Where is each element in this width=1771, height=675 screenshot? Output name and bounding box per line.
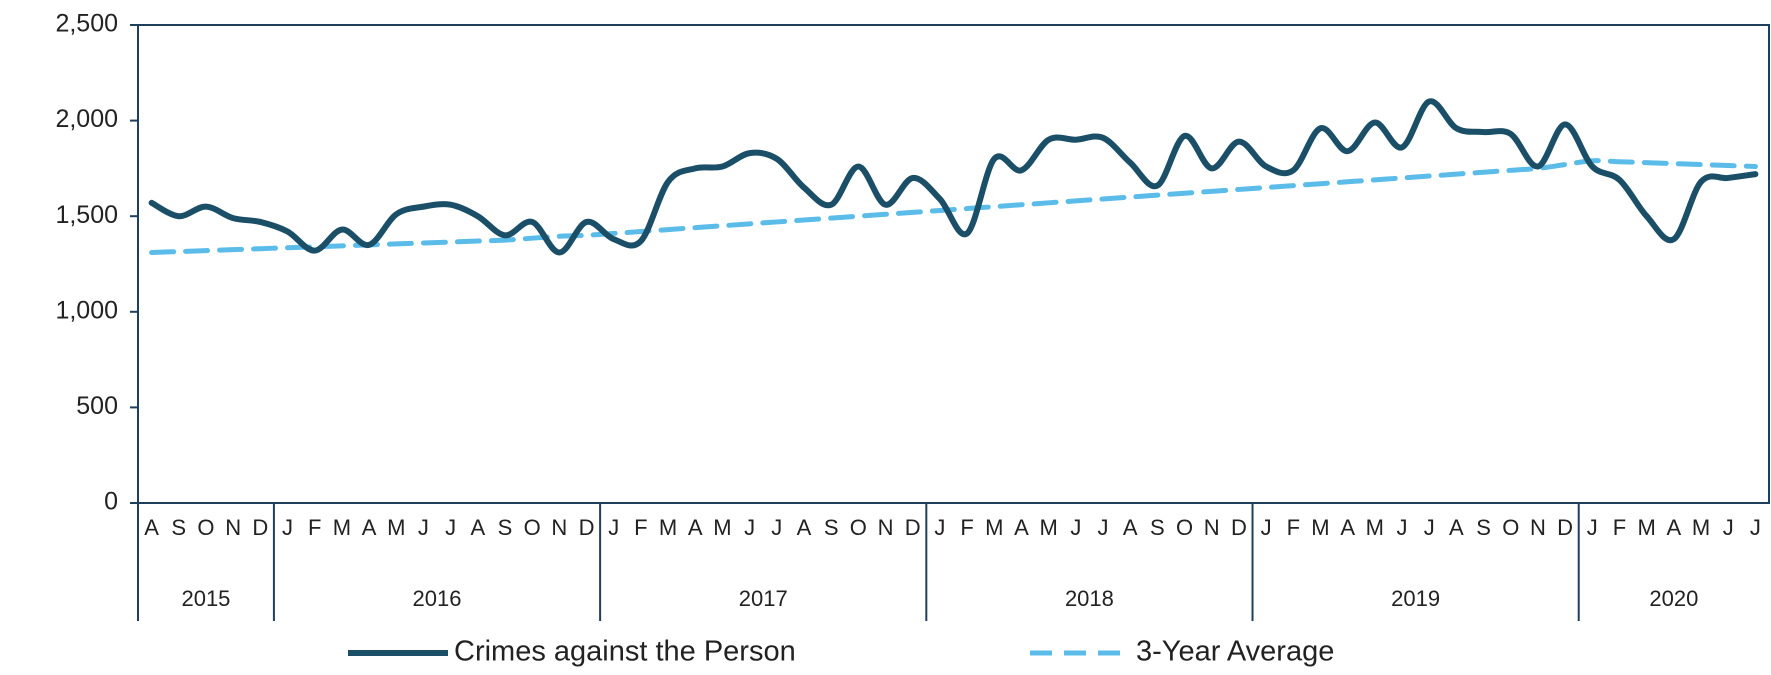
x-tick-label: S [171, 515, 186, 540]
legend-label: Crimes against the Person [454, 636, 796, 668]
x-tick-label: J [1424, 515, 1435, 540]
year-label: 2017 [739, 586, 788, 611]
x-tick-label: F [634, 515, 647, 540]
x-tick-label: N [225, 515, 241, 540]
year-label: 2015 [181, 586, 230, 611]
y-tick-label: 1,000 [55, 296, 118, 324]
x-tick-label: J [1750, 515, 1761, 540]
x-tick-label: J [1723, 515, 1734, 540]
x-tick-label: D [1231, 515, 1247, 540]
x-tick-label: J [445, 515, 456, 540]
x-tick-label: M [387, 515, 405, 540]
x-tick-label: M [659, 515, 677, 540]
x-tick-label: S [498, 515, 513, 540]
x-tick-label: A [1123, 515, 1138, 540]
x-tick-label: M [1039, 515, 1057, 540]
x-tick-label: O [1176, 515, 1193, 540]
x-tick-label: J [418, 515, 429, 540]
x-tick-label: A [362, 515, 377, 540]
x-tick-label: N [551, 515, 567, 540]
x-tick-label: J [1397, 515, 1408, 540]
x-tick-label: F [1613, 515, 1626, 540]
x-tick-label: A [797, 515, 812, 540]
x-tick-label: D [579, 515, 595, 540]
x-tick-label: J [771, 515, 782, 540]
x-tick-label: A [1340, 515, 1355, 540]
x-tick-label: J [1261, 515, 1272, 540]
plot-frame [137, 24, 1770, 504]
x-tick-label: O [1502, 515, 1519, 540]
x-tick-label: A [1667, 515, 1682, 540]
x-tick-label: J [282, 515, 293, 540]
x-tick-label: S [1150, 515, 1165, 540]
year-label: 2020 [1649, 586, 1698, 611]
x-tick-label: J [1070, 515, 1081, 540]
y-tick-label: 500 [76, 392, 118, 420]
x-tick-label: A [144, 515, 159, 540]
x-tick-label: M [333, 515, 351, 540]
x-tick-label: N [878, 515, 894, 540]
x-tick-label: S [1476, 515, 1491, 540]
x-tick-label: J [744, 515, 755, 540]
x-tick-label: M [985, 515, 1003, 540]
x-tick-label: S [824, 515, 839, 540]
x-tick-label: D [905, 515, 921, 540]
year-label: 2019 [1391, 586, 1440, 611]
year-label: 2016 [413, 586, 462, 611]
year-label: 2018 [1065, 586, 1114, 611]
x-tick-label: J [934, 515, 945, 540]
line-series [149, 158, 1758, 256]
y-tick-label: 2,500 [55, 10, 118, 38]
x-tick-label: N [1530, 515, 1546, 540]
x-tick-label: A [1449, 515, 1464, 540]
x-tick-label: A [1014, 515, 1029, 540]
x-tick-label: F [960, 515, 973, 540]
x-tick-label: D [1557, 515, 1573, 540]
x-tick-label: M [713, 515, 731, 540]
x-tick-label: J [608, 515, 619, 540]
x-tick-label: O [524, 515, 541, 540]
y-tick-label: 2,000 [55, 105, 118, 133]
y-tick-label: 1,500 [55, 201, 118, 229]
y-tick-label: 0 [104, 488, 118, 516]
x-tick-label: M [1366, 515, 1384, 540]
x-tick-label: F [308, 515, 321, 540]
x-tick-label: O [197, 515, 214, 540]
x-tick-label: J [1098, 515, 1109, 540]
x-tick-label: M [1311, 515, 1329, 540]
x-tick-label: J [1587, 515, 1598, 540]
x-tick-label: A [688, 515, 703, 540]
x-tick-label: D [252, 515, 268, 540]
line-series [148, 98, 1759, 256]
x-tick-label: A [470, 515, 485, 540]
x-tick-label: O [850, 515, 867, 540]
x-tick-label: M [1692, 515, 1710, 540]
legend-label: 3-Year Average [1136, 636, 1334, 668]
x-tick-label: F [1287, 515, 1300, 540]
x-tick-label: M [1638, 515, 1656, 540]
x-tick-label: N [1204, 515, 1220, 540]
